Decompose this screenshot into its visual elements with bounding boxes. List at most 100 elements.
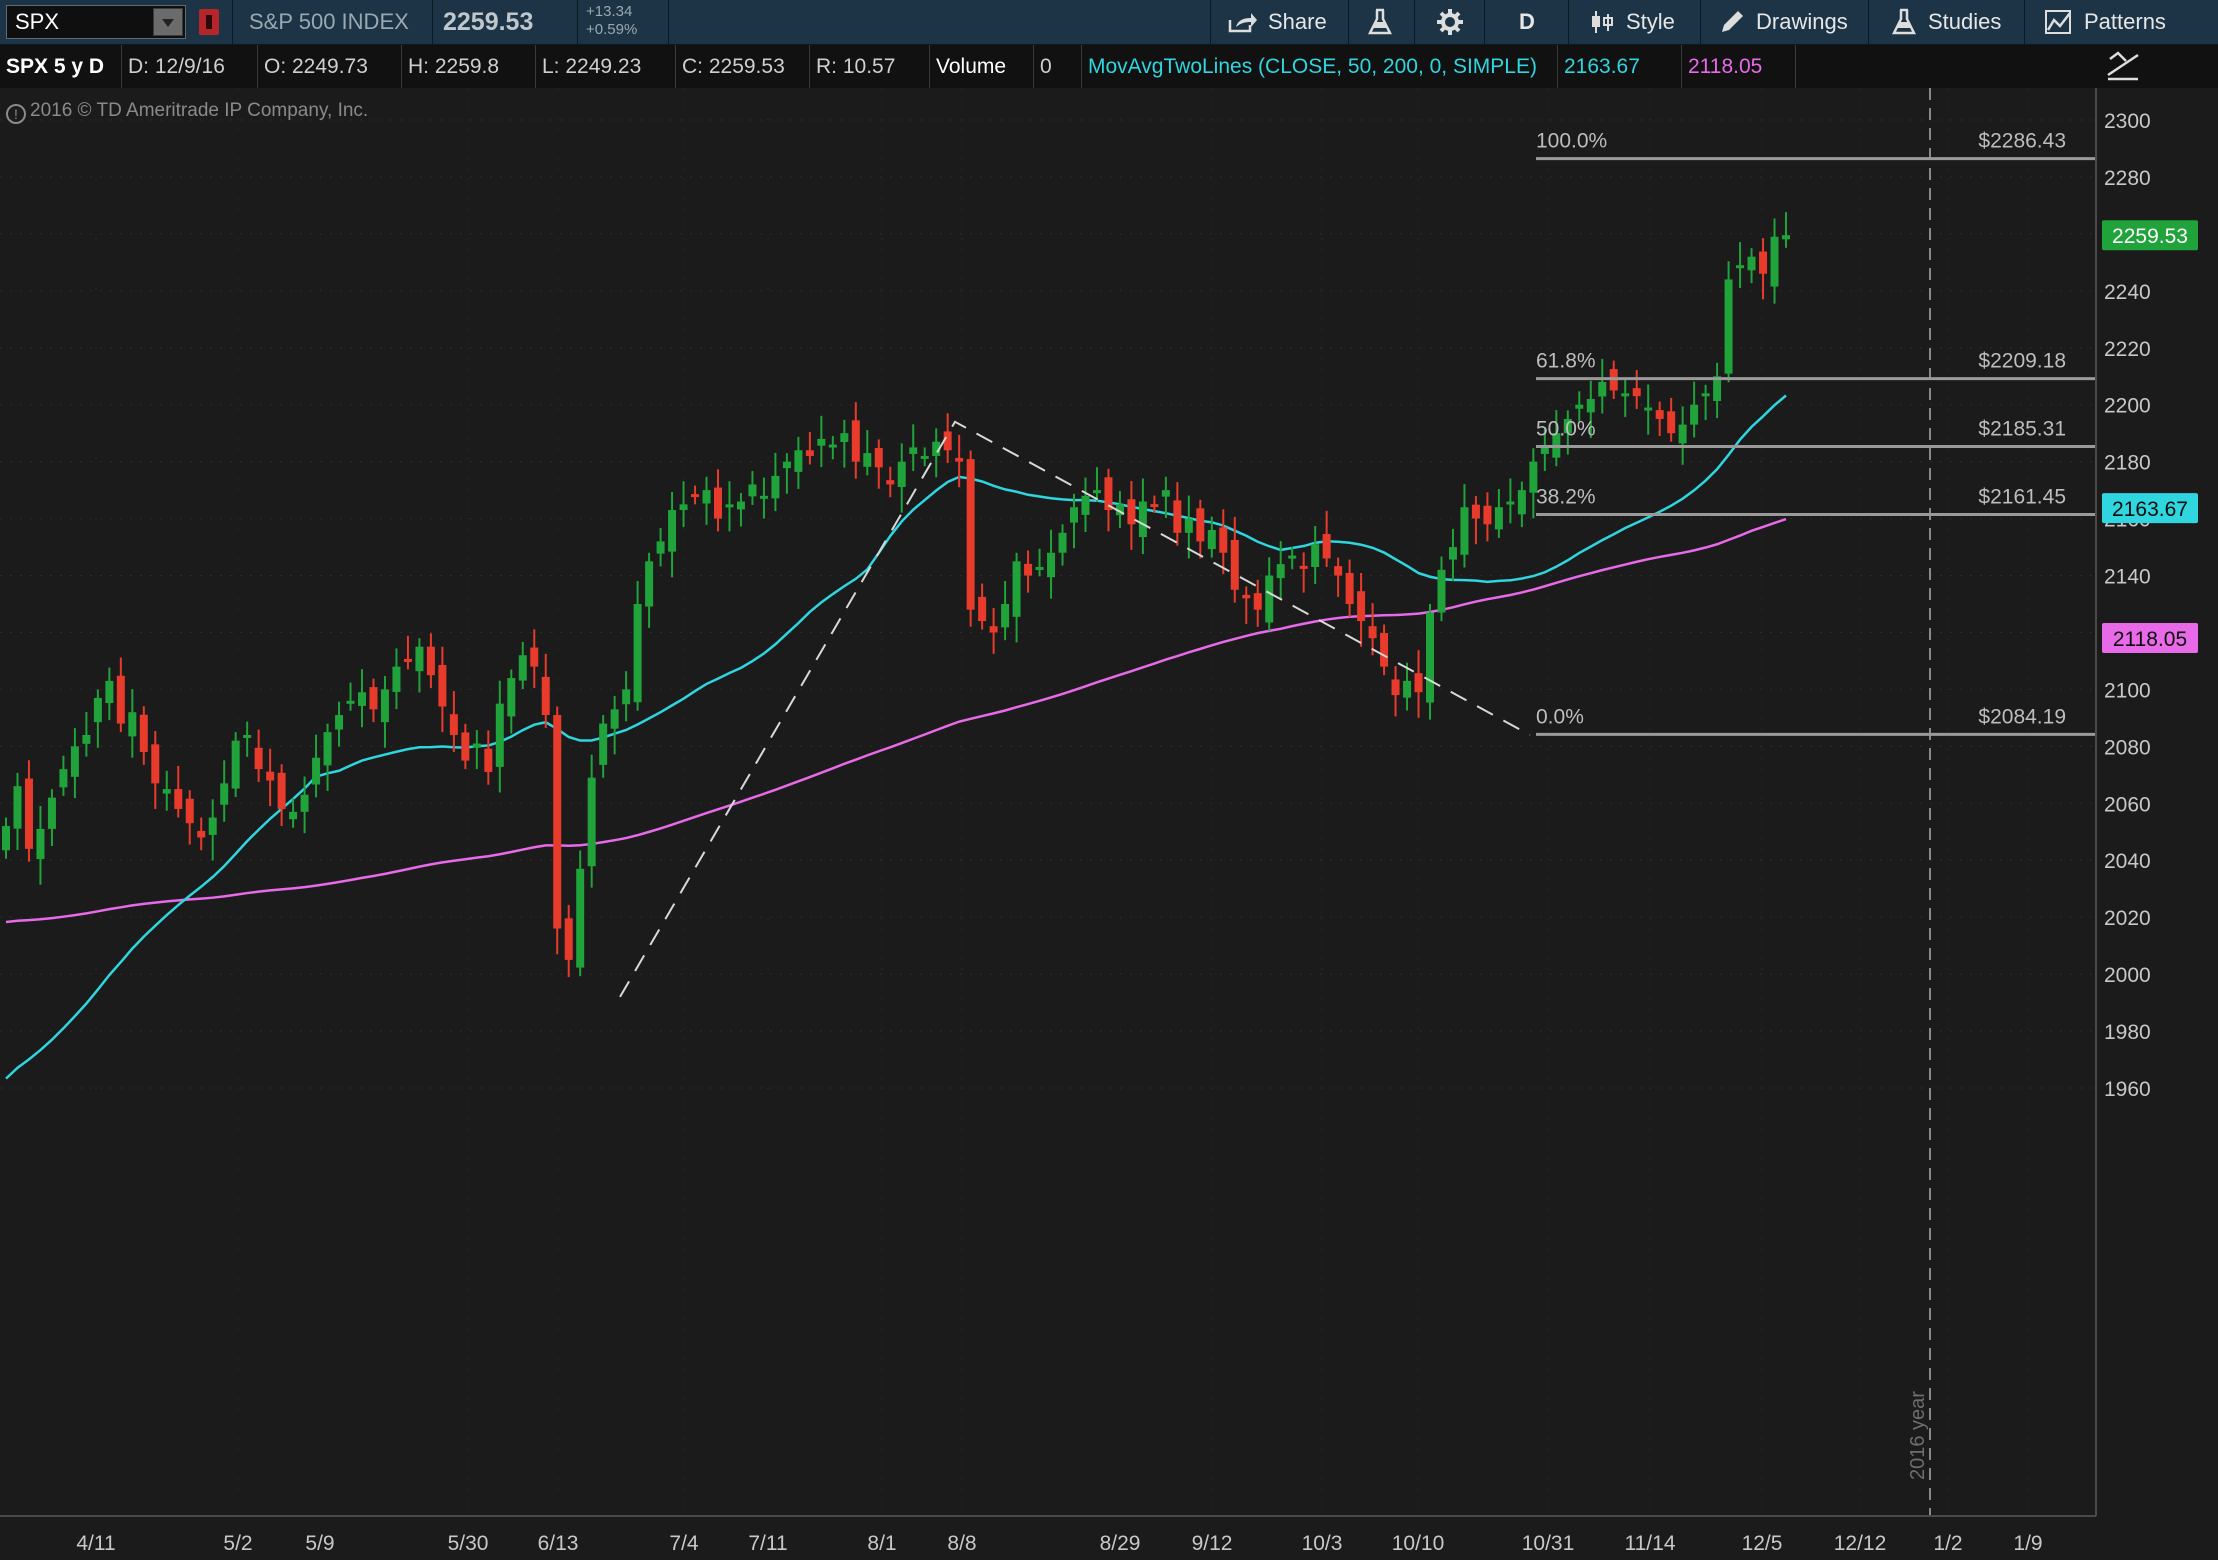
drawing-tool-button[interactable] bbox=[2104, 49, 2144, 83]
candle-body bbox=[530, 647, 539, 667]
style-label: Style bbox=[1626, 9, 1675, 34]
candle-body bbox=[36, 828, 45, 860]
ma-200-path bbox=[5, 517, 1787, 924]
x-tick-label: 5/2 bbox=[223, 1532, 252, 1555]
x-tick-label: 7/11 bbox=[748, 1532, 787, 1555]
candle-body bbox=[484, 748, 493, 772]
candle-body bbox=[449, 714, 458, 735]
candle-body bbox=[1667, 411, 1676, 434]
study-label[interactable]: MovAvgTwoLines (CLOSE, 50, 200, 0, SIMPL… bbox=[1082, 45, 1558, 88]
candle-body bbox=[1598, 381, 1607, 397]
candle-body bbox=[358, 692, 366, 706]
candle-body bbox=[656, 541, 665, 554]
candle-body bbox=[1575, 404, 1584, 409]
timeframe-label: D bbox=[1519, 9, 1535, 34]
candle-body bbox=[1219, 527, 1228, 553]
candle-body bbox=[162, 789, 171, 794]
candle-body bbox=[243, 734, 252, 738]
candle-body bbox=[645, 561, 654, 607]
top-toolbar: SPX S&P 500 INDEX 2259.53 +13.34 +0.59% … bbox=[0, 0, 2218, 45]
candle-body bbox=[174, 789, 183, 809]
candle-body bbox=[599, 723, 608, 765]
drawings-button[interactable]: Drawings bbox=[1718, 0, 1848, 44]
settings-button[interactable] bbox=[1436, 0, 1474, 44]
x-tick-label: 12/12 bbox=[1834, 1532, 1887, 1555]
fib-price-label: $2084.19 bbox=[1978, 705, 2066, 728]
candle-body bbox=[725, 504, 734, 508]
candle-body bbox=[1713, 376, 1722, 402]
share-button[interactable]: Share bbox=[1228, 0, 1327, 44]
fib-level-label: 38.2% bbox=[1536, 485, 1596, 508]
y-tick-label: 2220 bbox=[2104, 338, 2151, 361]
candle-body bbox=[197, 830, 206, 838]
symbol-dropdown-button[interactable] bbox=[153, 8, 183, 36]
candle-body bbox=[277, 772, 286, 809]
x-tick-label: 8/8 bbox=[947, 1532, 976, 1555]
candle-body bbox=[1161, 490, 1170, 497]
info-icon: ! bbox=[6, 104, 26, 124]
candle-body bbox=[403, 658, 412, 662]
style-button[interactable]: Style bbox=[1588, 0, 1675, 44]
studies-button[interactable]: Studies bbox=[1890, 0, 2001, 44]
candle-body bbox=[1701, 393, 1710, 397]
candle-body bbox=[1047, 552, 1056, 578]
candle-body bbox=[254, 747, 263, 770]
share-icon bbox=[1228, 13, 1257, 33]
candle-body bbox=[185, 798, 194, 824]
ma-200-tag-bg bbox=[2102, 623, 2198, 654]
y-tick-label: 2300 bbox=[2104, 110, 2151, 133]
fib-price-label: $2161.45 bbox=[1978, 485, 2066, 508]
candle-body bbox=[1414, 673, 1423, 693]
fib-level-label: 61.8% bbox=[1536, 350, 1596, 373]
candle-body bbox=[1460, 507, 1469, 555]
candle-body bbox=[300, 794, 309, 812]
price-chart[interactable]: 2016 year 100.0% $2286.43 61.8% $2209.18 50.… bbox=[0, 88, 2218, 1560]
pencil-icon bbox=[1722, 11, 1743, 32]
fibonacci-retracement[interactable]: 100.0% $2286.43 61.8% $2209.18 50.0% $2185.31… bbox=[1536, 130, 2096, 736]
candle-body bbox=[380, 689, 389, 723]
share-label: Share bbox=[1268, 9, 1327, 34]
index-name: S&P 500 INDEX bbox=[249, 9, 409, 34]
candle-body bbox=[1288, 555, 1297, 559]
y-tick-label: 2180 bbox=[2104, 452, 2151, 475]
candle-body bbox=[1621, 393, 1630, 397]
candle-body bbox=[1782, 235, 1790, 240]
candle-body bbox=[1196, 508, 1205, 542]
y-tick-label: 2240 bbox=[2104, 281, 2151, 304]
chart-background bbox=[0, 88, 2218, 1560]
candle-body bbox=[978, 596, 987, 622]
x-tick-label: 5/9 bbox=[305, 1532, 334, 1555]
candle-body bbox=[782, 461, 791, 469]
candle-body bbox=[863, 453, 872, 467]
candle-body bbox=[1230, 539, 1239, 590]
candle-body bbox=[817, 438, 826, 446]
candle-body bbox=[840, 433, 849, 443]
candle-body bbox=[59, 769, 68, 788]
fib-level-label: 50.0% bbox=[1536, 418, 1596, 441]
info-low: L: 2249.23 bbox=[536, 45, 676, 88]
flag-icon[interactable] bbox=[199, 9, 219, 35]
volume-value: 0 bbox=[1034, 45, 1082, 88]
candle-body bbox=[1127, 499, 1136, 525]
candle-body bbox=[1391, 679, 1400, 696]
candle-body bbox=[1253, 593, 1262, 610]
candle-body bbox=[1517, 490, 1526, 515]
candle-body bbox=[897, 461, 906, 487]
candle-body bbox=[1242, 594, 1251, 599]
patterns-button[interactable]: Patterns bbox=[2044, 0, 2166, 44]
candle-body bbox=[1655, 410, 1664, 419]
trendline bbox=[619, 420, 1531, 998]
x-tick-label: 4/11 bbox=[76, 1532, 115, 1555]
candle-body bbox=[622, 689, 631, 705]
x-tick-label: 10/31 bbox=[1522, 1532, 1575, 1555]
candle-body bbox=[748, 484, 757, 497]
candle-body bbox=[805, 450, 814, 456]
timeframe-button[interactable]: D bbox=[1519, 0, 1535, 44]
candle-body bbox=[231, 740, 240, 789]
candle-body bbox=[1104, 477, 1113, 511]
candle-body bbox=[346, 700, 355, 704]
gear-icon bbox=[1437, 9, 1463, 35]
fib-level-label: 100.0% bbox=[1536, 130, 1607, 153]
flask-button[interactable] bbox=[1366, 0, 1404, 44]
candle-body bbox=[139, 714, 148, 753]
